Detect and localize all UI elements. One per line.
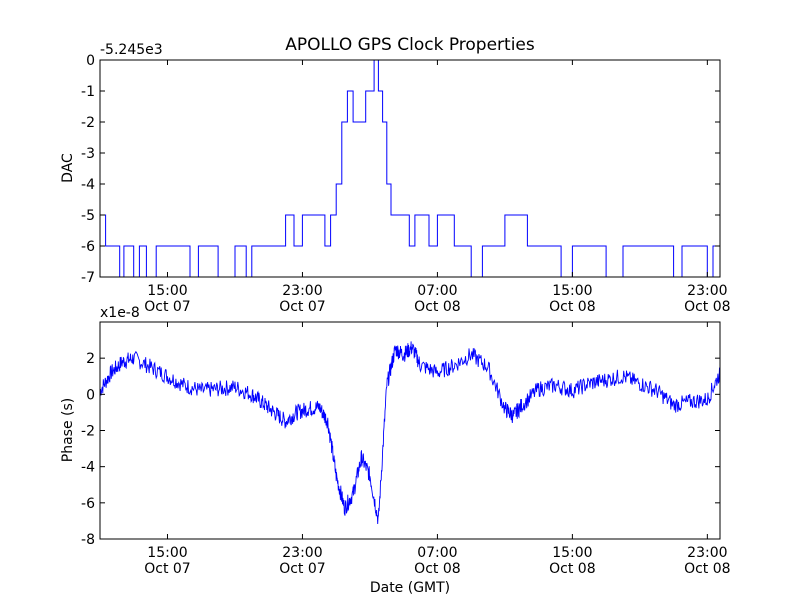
y-tick-label: -8 <box>81 532 95 548</box>
x-tick-time-label: 23:00 <box>687 545 727 561</box>
phase-subplot: x1e-8 Phase (s) Date (GMT) 2 0 -2 -4 -6 -8 15:… <box>60 305 731 596</box>
y-tick-label: -7 <box>81 270 95 286</box>
x-tick-date-label: Oct 08 <box>414 561 460 577</box>
x-tick-date-label: Oct 08 <box>549 299 595 315</box>
y-tick-label: -2 <box>81 424 95 440</box>
x-tick-time-label: 15:00 <box>552 283 592 299</box>
x-tick-date-label: Oct 08 <box>684 299 730 315</box>
x-tick-time-label: 15:00 <box>147 283 187 299</box>
x-axis-label: Date (GMT) <box>370 580 450 596</box>
x-tick-time-label: 07:00 <box>417 283 457 299</box>
dac-y-axis-label: DAC <box>60 153 76 183</box>
x-tick-time-label: 23:00 <box>282 545 322 561</box>
y-tick-label: -1 <box>81 84 95 100</box>
dac-series-line <box>100 60 720 277</box>
phase-series-line <box>100 341 720 525</box>
x-tick-date-label: Oct 08 <box>414 299 460 315</box>
y-tick-label: -2 <box>81 115 95 131</box>
y-tick-label: -3 <box>81 146 95 162</box>
chart-title: APOLLO GPS Clock Properties <box>285 35 535 55</box>
x-tick-time-label: 15:00 <box>147 545 187 561</box>
dac-offset-label: -5.245e3 <box>100 42 163 58</box>
x-tick-time-label: 15:00 <box>552 545 592 561</box>
y-tick-label: -4 <box>81 460 95 476</box>
x-tick-date-label: Oct 07 <box>144 561 190 577</box>
x-tick-date-label: Oct 08 <box>684 561 730 577</box>
plot-frame <box>99 59 721 278</box>
y-tick-label: 2 <box>86 351 95 367</box>
phase-y-axis-label: Phase (s) <box>60 398 76 462</box>
y-tick-label: 0 <box>86 53 95 69</box>
y-tick-label: -4 <box>81 177 95 193</box>
x-tick-date-label: Oct 08 <box>549 561 595 577</box>
y-tick-label: 0 <box>86 387 95 403</box>
x-tick-time-label: 23:00 <box>687 283 727 299</box>
x-tick-date-label: Oct 07 <box>279 299 325 315</box>
x-tick-time-label: 23:00 <box>282 283 322 299</box>
y-tick-label: -6 <box>81 496 95 512</box>
y-tick-label: -6 <box>81 239 95 255</box>
x-tick-date-label: Oct 07 <box>279 561 325 577</box>
phase-offset-label: x1e-8 <box>100 305 140 321</box>
x-tick-date-label: Oct 07 <box>144 299 190 315</box>
x-tick-time-label: 07:00 <box>417 545 457 561</box>
y-tick-label: -5 <box>81 208 95 224</box>
